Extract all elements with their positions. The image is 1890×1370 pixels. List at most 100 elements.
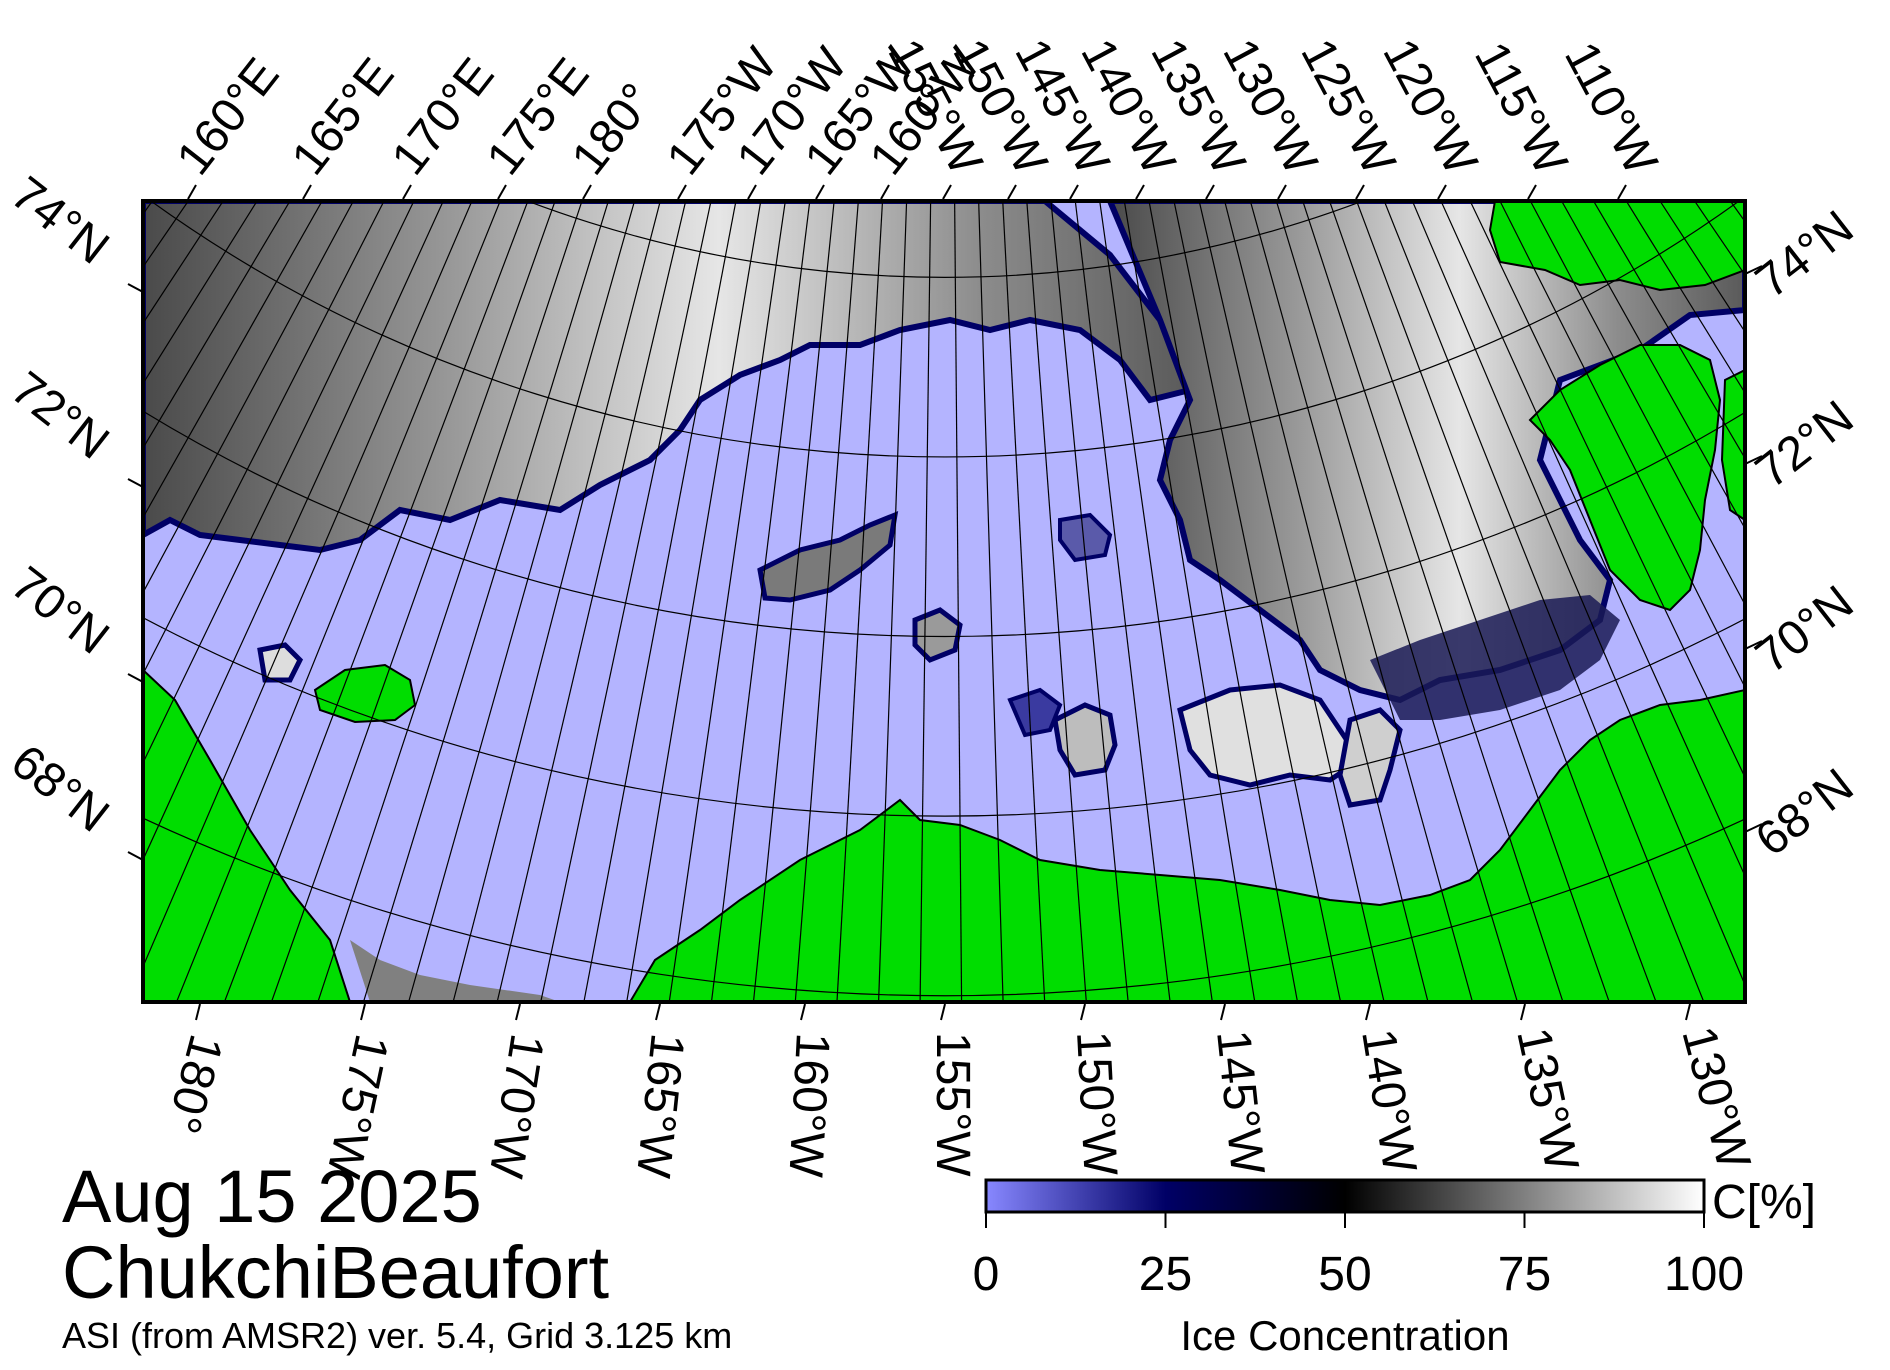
bottom-tick bbox=[515, 1003, 521, 1021]
colorbar: 0 25 50 75 100 C[%] Ice Concentration bbox=[973, 1176, 1816, 1359]
meridian-line bbox=[362, 201, 610, 1002]
meridian-line bbox=[143, 201, 415, 765]
meridian-line bbox=[1784, 0, 1890, 364]
colorbar-tick-label: 50 bbox=[1318, 1248, 1371, 1301]
meridian-line bbox=[1355, 201, 1657, 1002]
ice-floe bbox=[1058, 512, 1113, 563]
bottom-tick bbox=[1080, 1003, 1086, 1021]
right-tick bbox=[1744, 823, 1763, 833]
bottom-tick bbox=[360, 1003, 366, 1021]
meridian-line bbox=[1249, 201, 1474, 1002]
meridian-line bbox=[1074, 201, 1171, 1002]
left-tick bbox=[127, 673, 144, 683]
top-tick bbox=[187, 184, 197, 200]
bottom-lon-label: 180° bbox=[156, 1029, 233, 1139]
bottom-tick bbox=[1520, 1003, 1526, 1021]
left-latitude-labels: 74°N 72°N 70°N 68°N bbox=[1, 167, 118, 843]
top-tick bbox=[1205, 184, 1215, 200]
top-tick bbox=[1069, 184, 1079, 200]
meridian-line bbox=[407, 201, 636, 1002]
ice-floe bbox=[757, 511, 899, 603]
bottom-lon-label: 165°W bbox=[626, 1031, 694, 1181]
top-tick bbox=[1007, 184, 1017, 200]
top-tick bbox=[1527, 184, 1537, 200]
top-longitude-labels: 160°E165°E170°E175°E180°175°W170°W165°W1… bbox=[167, 31, 1668, 185]
meridian-line bbox=[1275, 201, 1519, 1002]
meridian-line bbox=[1099, 201, 1213, 1002]
meridian-line bbox=[1224, 201, 1429, 1002]
marginal-ice-east bbox=[1370, 595, 1620, 720]
bottom-lon-label: 140°W bbox=[1351, 1025, 1426, 1177]
top-tick bbox=[880, 184, 890, 200]
source-note: ASI (from AMSR2) ver. 5.4, Grid 3.125 km bbox=[62, 1315, 733, 1356]
top-lon-label: 170°E bbox=[382, 49, 505, 185]
meridian-line bbox=[1770, 0, 1890, 400]
left-tick bbox=[127, 283, 144, 293]
top-tick bbox=[1355, 184, 1365, 200]
graticule bbox=[0, 0, 1890, 1002]
land-arctic-islands bbox=[1488, 201, 1745, 292]
bottom-lon-label: 145°W bbox=[1206, 1028, 1274, 1178]
top-tick bbox=[747, 184, 757, 200]
colorbar-gradient bbox=[984, 1178, 1706, 1214]
meridian-line bbox=[1050, 201, 1129, 1002]
ice-floe bbox=[1052, 702, 1118, 778]
meridian-line bbox=[1302, 201, 1564, 1002]
meridian-line bbox=[794, 201, 859, 1002]
right-tick bbox=[1744, 265, 1763, 275]
meridian-line bbox=[752, 201, 835, 1002]
latitude-line bbox=[149, 201, 1741, 458]
meridian-line bbox=[1026, 201, 1087, 1002]
colorbar-tick-label: 25 bbox=[1139, 1248, 1192, 1301]
land-chukotka bbox=[143, 668, 352, 1002]
ice-floe bbox=[1007, 687, 1063, 738]
colorbar-ticks bbox=[985, 1212, 1705, 1228]
top-tick bbox=[302, 184, 312, 200]
meridian-line bbox=[1529, 201, 1745, 606]
meridian-line bbox=[1560, 201, 1745, 530]
ice-floe bbox=[1337, 707, 1403, 808]
colorbar-tick-label: 0 bbox=[973, 1248, 1000, 1301]
meridian-line bbox=[1411, 201, 1745, 987]
meridian-line bbox=[1123, 201, 1256, 1002]
top-tick bbox=[582, 184, 592, 200]
latitude-line bbox=[143, 817, 1745, 997]
meridian-line bbox=[540, 201, 712, 1002]
meridian-line bbox=[1148, 201, 1299, 1002]
left-lat-label: 70°N bbox=[1, 557, 118, 665]
top-lon-label: 165°E bbox=[282, 49, 405, 185]
bottom-lon-label: 155°W bbox=[926, 1032, 979, 1177]
bottom-tick bbox=[940, 1003, 946, 1021]
map-frame bbox=[141, 199, 1747, 1004]
top-tick bbox=[1617, 184, 1627, 200]
top-lon-label: 160°E bbox=[167, 49, 290, 185]
meridian-line bbox=[1440, 201, 1745, 878]
date-title: Aug 15 2025 bbox=[62, 1155, 482, 1238]
meridian-line bbox=[954, 201, 963, 1002]
meridian-line bbox=[1859, 0, 1890, 134]
left-lat-label: 68°N bbox=[1, 735, 118, 843]
meridian-line bbox=[1469, 201, 1745, 779]
top-tick bbox=[1135, 184, 1145, 200]
top-tick bbox=[497, 184, 507, 200]
meridian-line bbox=[919, 201, 932, 1002]
top-tick bbox=[677, 184, 687, 200]
bottom-tick bbox=[800, 1003, 806, 1021]
colorbar-title: Ice Concentration bbox=[1180, 1312, 1509, 1359]
meridian-line bbox=[710, 201, 811, 1002]
top-tick bbox=[942, 184, 952, 200]
meridian-line bbox=[0, 0, 40, 166]
left-tick bbox=[127, 478, 144, 488]
land-wrangel-island bbox=[313, 663, 417, 724]
bottom-tick bbox=[1685, 1003, 1691, 1021]
right-lat-label: 72°N bbox=[1746, 391, 1863, 499]
map-ticks bbox=[127, 184, 1763, 1021]
meridian-line bbox=[1383, 201, 1705, 1002]
meridian-line bbox=[1499, 201, 1745, 689]
meridian-line bbox=[1847, 0, 1890, 174]
right-lat-label: 70°N bbox=[1746, 576, 1863, 684]
bottom-lon-label: 170°W bbox=[478, 1030, 553, 1182]
right-lat-label: 68°N bbox=[1746, 759, 1863, 867]
left-lat-label: 74°N bbox=[1, 167, 118, 275]
meridian-line bbox=[1002, 201, 1046, 1002]
